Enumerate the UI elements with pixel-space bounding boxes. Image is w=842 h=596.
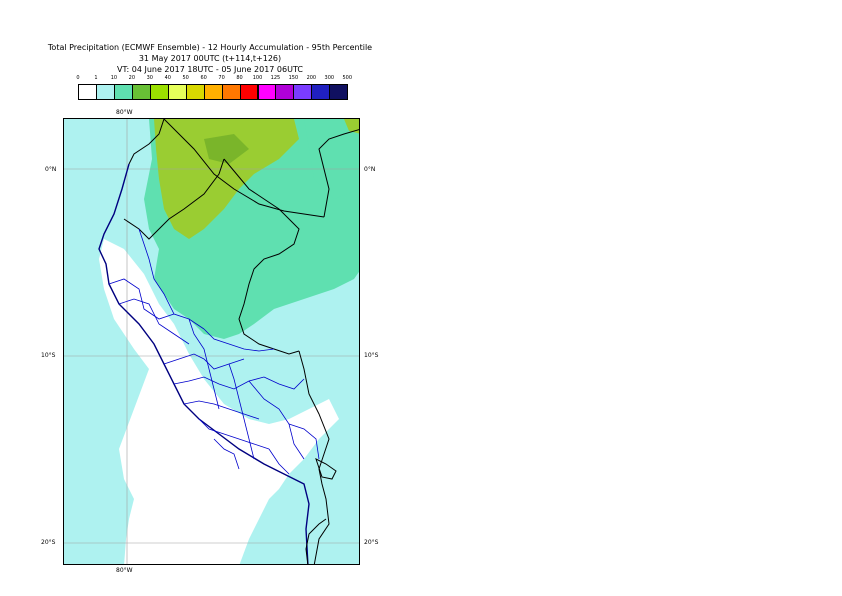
lat-label-left-10s: 10°S [41,352,56,359]
legend-tick-label: 80 [236,75,243,81]
legend-swatch [149,84,169,100]
legend-tick-label: 100 [252,75,263,81]
border-peru-colombia-brazil [223,158,300,355]
legend-swatch [329,84,349,100]
border-ecuador-colombia [163,119,325,218]
valid-time-label: VT: 04 June 2017 18UTC - 05 June 2017 06… [117,65,303,74]
legend-tick-label: 30 [146,75,153,81]
legend-tick-label: 60 [200,75,207,81]
heavy-precip-core [204,134,249,164]
legend-swatch [131,84,151,100]
heavy-precip-area [154,119,299,239]
map-panel [63,118,360,565]
lat-label-right-0: 0°N [364,166,376,173]
border-peru-ecuador [123,158,225,240]
border-ecuador-coast [128,119,165,165]
legend-tick-label: 70 [218,75,225,81]
dry-area [99,239,339,564]
legend-swatch [293,84,313,100]
legend-swatch [167,84,187,100]
legend-tick-label: 0 [76,75,80,81]
lake-titicaca [315,458,337,480]
lat-label-left-0: 0°N [45,166,57,173]
base-time-label: 31 May 2017 00UTC (t+114,t+126) [138,54,282,63]
legend-swatch [257,84,277,100]
legend-swatch [203,84,223,100]
chart-title: Total Precipitation (ECMWF Ensemble) - 1… [47,43,373,52]
moderate-precip-ne [304,119,359,199]
legend-swatch [95,84,115,100]
region-borders [108,228,320,475]
legend-tick-label: 150 [288,75,299,81]
legend-tick-label: 1 [94,75,98,81]
lon-label-bottom: 80°W [116,567,133,574]
border-colombia-brazil [318,129,359,218]
legend-swatch [185,84,205,100]
legend-swatch [275,84,295,100]
legend-swatch [78,84,97,100]
legend-tick-label: 500 [342,75,353,81]
legend-swatch [311,84,331,100]
legend-swatch [221,84,241,100]
legend-tick-label: 300 [324,75,335,81]
lat-label-right-10s: 10°S [364,352,379,359]
legend-tick-label: 50 [182,75,189,81]
legend-tick-label: 125 [270,75,281,81]
legend-swatch [239,84,259,100]
legend-tick-label: 20 [128,75,136,81]
precipitation-map [64,119,359,564]
lon-label-top: 80°W [116,109,133,116]
legend-swatch [113,84,133,100]
coastline [98,163,310,564]
heavy-precip-ne [344,119,359,134]
lat-label-left-20s: 20°S [41,539,56,546]
legend-tick-label: 200 [306,75,317,81]
lat-label-right-20s: 20°S [364,539,379,546]
border-peru-chile [305,518,327,564]
legend-tick-label: 40 [164,75,171,81]
legend-tick-label: 10 [110,75,118,81]
